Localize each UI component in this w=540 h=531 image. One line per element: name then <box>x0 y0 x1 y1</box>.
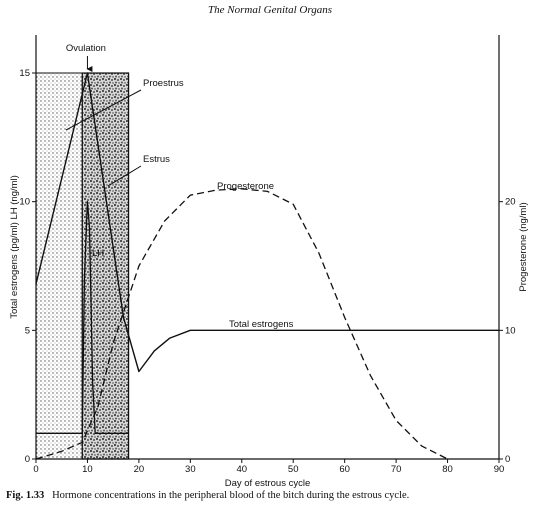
x-tick-label: 40 <box>236 464 247 475</box>
annotation-estrus: Estrus <box>143 154 170 165</box>
caption-label: Fig. 1.33 <box>6 490 45 501</box>
proestrus-leader <box>65 89 142 131</box>
y-left-tick-label: 0 <box>25 454 30 465</box>
x-tick-label: 0 <box>33 464 38 475</box>
running-header: The Normal Genital Organs <box>208 4 332 16</box>
annotation-lh: LH <box>92 248 104 259</box>
x-axis-title: Day of estrous cycle <box>225 478 311 489</box>
series-line-total-estrogens <box>35 72 499 373</box>
annotation-proestrus: Proestrus <box>143 78 184 89</box>
y-right-tick-label: 0 <box>505 454 510 465</box>
estrus-leader <box>107 165 142 187</box>
series-line-lh <box>36 201 129 434</box>
phase-region-proestrus <box>35 72 83 460</box>
x-tick-label: 50 <box>288 464 299 475</box>
x-tick-label: 30 <box>185 464 196 475</box>
x-tick-label: 70 <box>391 464 402 475</box>
y-left-tick-label: 10 <box>19 197 30 208</box>
series-line-progesterone <box>35 188 448 460</box>
y-axis-right-title: Progesterone (ng/ml) <box>518 202 529 291</box>
figure-caption: Fig. 1.33 Hormone concentrations in the … <box>6 490 536 501</box>
annotation-progesterone: Progesterone <box>217 181 274 192</box>
x-tick-label: 90 <box>494 464 505 475</box>
y-right-tick-label: 10 <box>505 325 516 336</box>
caption-text: Hormone concentrations in the peripheral… <box>52 490 410 501</box>
y-right-tick-label: 20 <box>505 197 516 208</box>
x-tick-label: 80 <box>442 464 453 475</box>
annotation-ovulation: Ovulation <box>66 43 106 54</box>
phase-region-estrus <box>81 72 130 460</box>
y-left-tick-label: 5 <box>25 325 30 336</box>
annotation-total-estrogens: Total estrogens <box>229 319 294 330</box>
y-axis-left-title: Total estrogens (pg/ml) LH (ng/ml) <box>9 175 20 319</box>
x-tick-label: 20 <box>134 464 145 475</box>
x-tick-label: 10 <box>82 464 93 475</box>
y-left-tick-label: 15 <box>19 68 30 79</box>
x-tick-label: 60 <box>339 464 350 475</box>
